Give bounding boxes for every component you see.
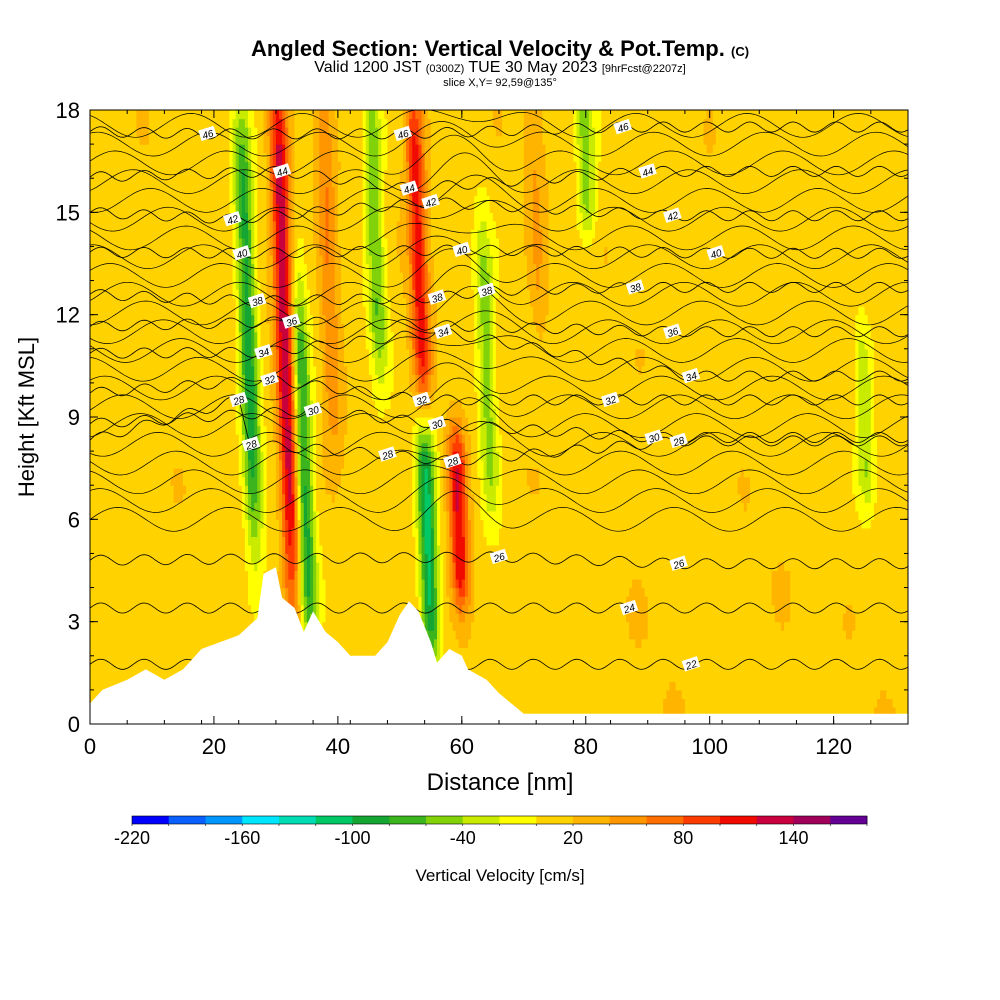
chart-svg: 222426 2628 2828 28283030303232 323434343636… (0, 0, 1000, 1000)
